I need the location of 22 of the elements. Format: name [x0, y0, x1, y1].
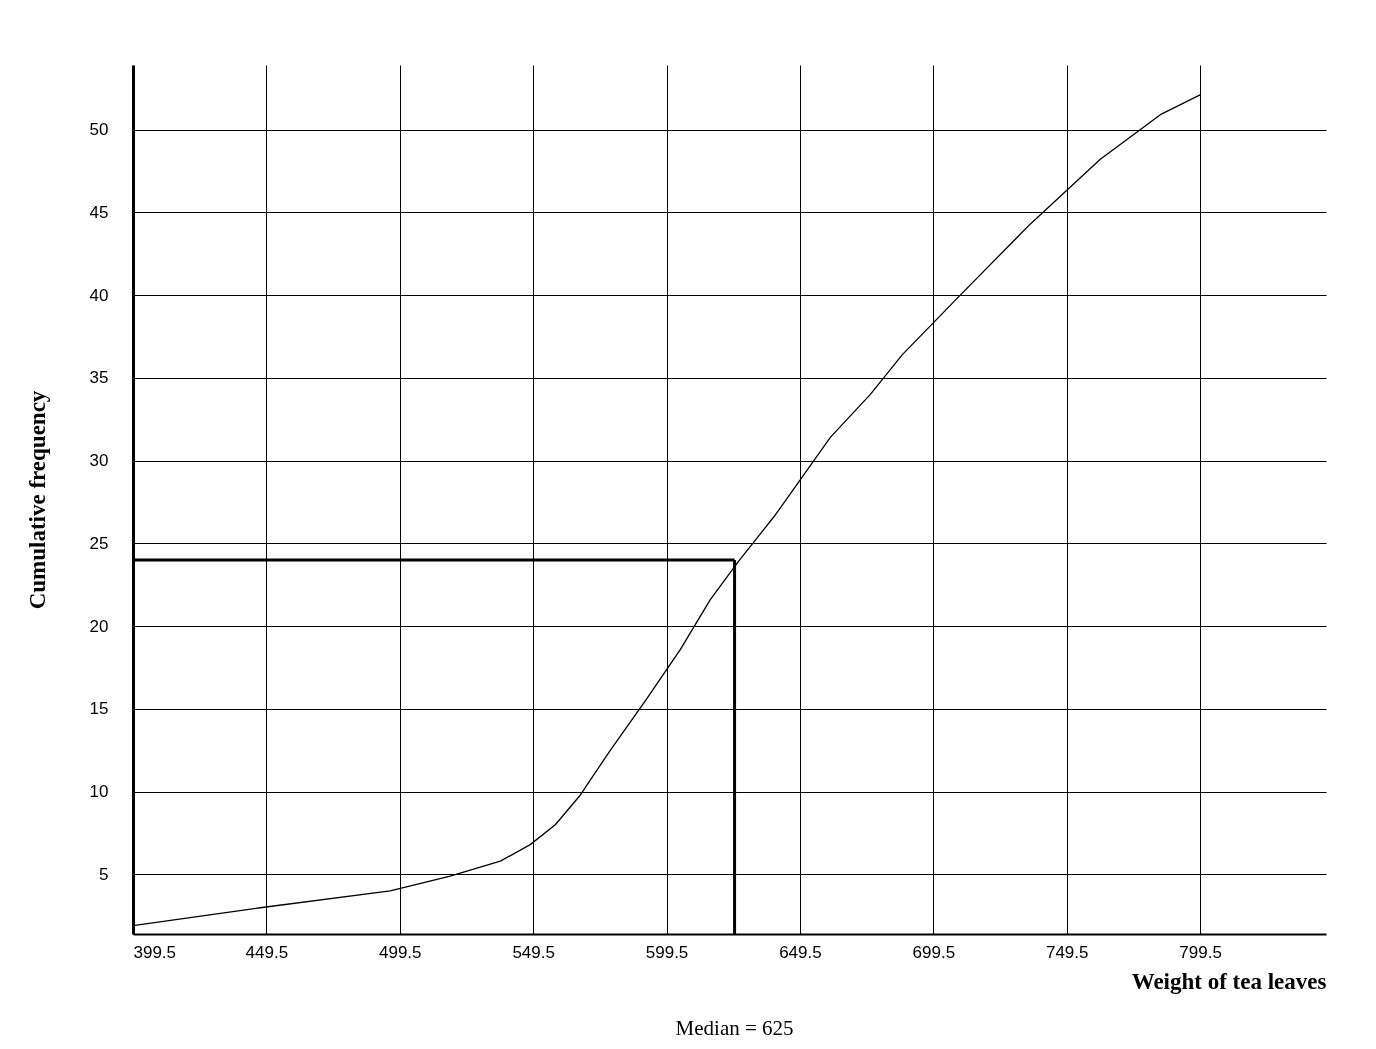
y-tick-label: 30 — [89, 451, 109, 471]
y-tick-label: 20 — [89, 616, 109, 636]
text: Median = 625 — [675, 1016, 794, 1040]
y-tick-label: 50 — [89, 120, 109, 140]
x-tick-label: 449.5 — [245, 942, 289, 962]
x-tick-label: 499.5 — [379, 942, 422, 962]
y-tick-label: 25 — [89, 533, 109, 553]
x-tick-label: 749.5 — [1045, 942, 1089, 962]
y-tick-label: 40 — [89, 285, 109, 305]
x-tick-label: 599.5 — [645, 942, 689, 962]
x-tick-label: 549.5 — [512, 942, 555, 962]
y-tick-label: 10 — [89, 782, 109, 802]
x-tick-label: 649.5 — [779, 942, 822, 962]
y-tick-label: 35 — [89, 368, 109, 388]
x-tick-label: 799.5 — [1179, 942, 1222, 962]
x-axis-title: Weight of tea leaves — [1131, 968, 1327, 994]
x-tick-label: 399.5 — [133, 942, 177, 962]
y-axis-title: Cumulative frequency — [24, 390, 50, 610]
y-tick-label: 5 — [99, 864, 109, 884]
y-tick-label: 15 — [89, 699, 109, 719]
y-tick-label: 45 — [89, 202, 109, 222]
x-tick-label: 699.5 — [912, 942, 956, 962]
